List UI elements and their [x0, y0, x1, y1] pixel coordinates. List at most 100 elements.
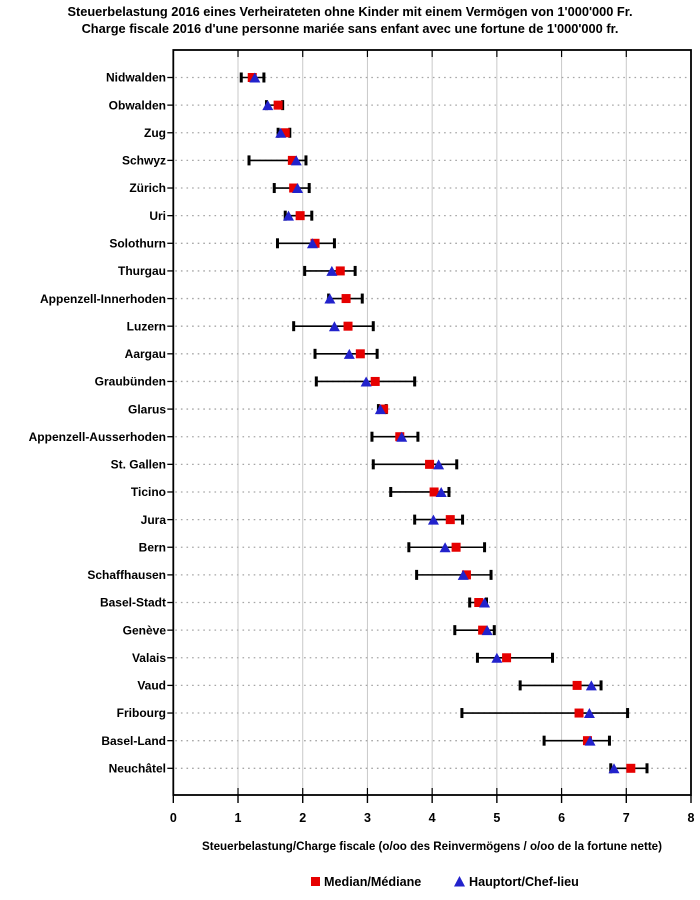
x-tick-label: 1	[235, 811, 242, 825]
chart-title-line1: Steuerbelastung 2016 eines Verheirateten…	[67, 4, 632, 19]
range-min-cap	[371, 459, 375, 470]
range-max-cap	[489, 569, 493, 580]
canton-label: Zürich	[129, 181, 166, 195]
median-square-marker	[287, 155, 297, 165]
canton-label: Zug	[144, 126, 166, 140]
hauptort-triangle-marker	[249, 72, 261, 83]
range-min-cap	[239, 72, 243, 83]
x-tick-label: 7	[623, 811, 630, 825]
range-max-cap	[360, 293, 364, 304]
median-square-marker	[289, 183, 299, 193]
canton-label: Thurgau	[118, 264, 166, 278]
canton-label: Schaffhausen	[87, 568, 166, 582]
range-max-cap	[353, 265, 357, 276]
legend: Median/Médiane Hauptort/Chef-lieu	[311, 875, 579, 889]
legend-hauptort-triangle-up-icon	[454, 876, 465, 887]
median-square-marker	[343, 321, 353, 331]
range-min-cap	[370, 431, 374, 442]
canton-label: Bern	[139, 540, 166, 554]
range-max-cap	[288, 127, 292, 138]
hauptort-triangle-marker	[290, 155, 302, 166]
range-max-cap	[304, 155, 308, 166]
hauptort-triangle-marker	[275, 127, 287, 138]
hauptort-triangle-marker	[427, 514, 439, 525]
hauptort-triangle-marker	[433, 459, 445, 470]
range-max-cap	[307, 183, 311, 194]
range-min-cap	[275, 238, 279, 249]
hauptort-triangle-marker	[396, 431, 408, 442]
hauptort-triangle-marker	[343, 348, 355, 359]
hauptort-triangle-marker	[439, 542, 451, 553]
hauptort-triangle-marker	[282, 210, 294, 221]
canton-label: Jura	[141, 513, 167, 527]
range-min-cap	[314, 376, 318, 387]
range-min-cap	[518, 680, 522, 691]
median-square-marker	[478, 625, 488, 635]
range-max-cap	[416, 431, 420, 442]
hauptort-triangle-marker	[262, 100, 274, 111]
x-tick-label: 0	[170, 811, 177, 825]
x-tick-label: 3	[364, 811, 371, 825]
median-square-marker	[355, 349, 365, 359]
range-min-cap	[609, 763, 613, 774]
range-min-cap	[415, 569, 419, 580]
x-tick-label: 6	[558, 811, 565, 825]
median-square-marker	[379, 404, 389, 414]
hauptort-triangle-marker	[608, 763, 620, 774]
hauptort-triangle-marker	[292, 183, 304, 194]
hauptort-triangle-marker	[584, 735, 596, 746]
range-min-cap	[453, 625, 457, 636]
hauptort-triangle-marker	[326, 265, 338, 276]
range-max-cap	[413, 376, 417, 387]
canton-label: Ticino	[131, 485, 166, 499]
range-max-cap	[483, 542, 487, 553]
range-max-cap	[607, 735, 611, 746]
range-min-cap	[247, 155, 251, 166]
range-min-cap	[292, 321, 296, 332]
range-max-cap	[492, 625, 496, 636]
range-min-cap	[460, 708, 464, 719]
canton-label: Obwalden	[109, 98, 166, 112]
range-min-cap	[313, 348, 317, 359]
median-square-marker	[572, 680, 582, 690]
median-square-marker	[451, 542, 461, 552]
canton-label: Nidwalden	[106, 71, 166, 85]
canton-label: Graubünden	[95, 375, 166, 389]
range-max-cap	[371, 321, 375, 332]
median-square-marker	[474, 598, 484, 608]
range-max-cap	[461, 514, 465, 525]
hauptort-triangle-marker	[457, 569, 469, 580]
median-square-marker	[461, 570, 471, 580]
median-square-marker	[273, 100, 283, 110]
range-min-cap	[272, 183, 276, 194]
hauptort-triangle-marker	[481, 625, 493, 636]
range-min-cap	[413, 514, 417, 525]
canton-label: Schwyz	[122, 154, 166, 168]
range-max-cap	[375, 348, 379, 359]
x-tick-label: 2	[299, 811, 306, 825]
legend-hauptort-label: Hauptort/Chef-lieu	[469, 875, 579, 889]
range-min-cap	[542, 735, 546, 746]
range-min-cap	[468, 597, 472, 608]
canton-label: Basel-Stadt	[100, 596, 166, 610]
hauptort-triangle-marker	[306, 238, 318, 249]
canton-label: St. Gallen	[111, 458, 166, 472]
median-square-marker	[370, 376, 380, 386]
median-square-marker	[425, 459, 435, 469]
x-tick-label: 4	[429, 811, 436, 825]
median-square-marker	[280, 128, 290, 138]
canton-label: Luzern	[127, 319, 166, 333]
median-square-marker	[341, 294, 351, 304]
median-square-marker	[295, 211, 305, 221]
x-tick-label: 5	[493, 811, 500, 825]
canton-label: Glarus	[128, 402, 166, 416]
plot-area: 0 1 2 3 4 5 6 7 8 Nidwalden Obwalden Zug Schwyz Züric…	[29, 49, 695, 825]
range-min-cap	[283, 210, 287, 221]
hauptort-triangle-marker	[328, 321, 340, 332]
range-max-cap	[262, 72, 266, 83]
range-min-cap	[407, 542, 411, 553]
median-square-marker	[429, 487, 439, 497]
x-axis-label: Steuerbelastung/Charge fiscale (o/oo des…	[202, 840, 662, 853]
